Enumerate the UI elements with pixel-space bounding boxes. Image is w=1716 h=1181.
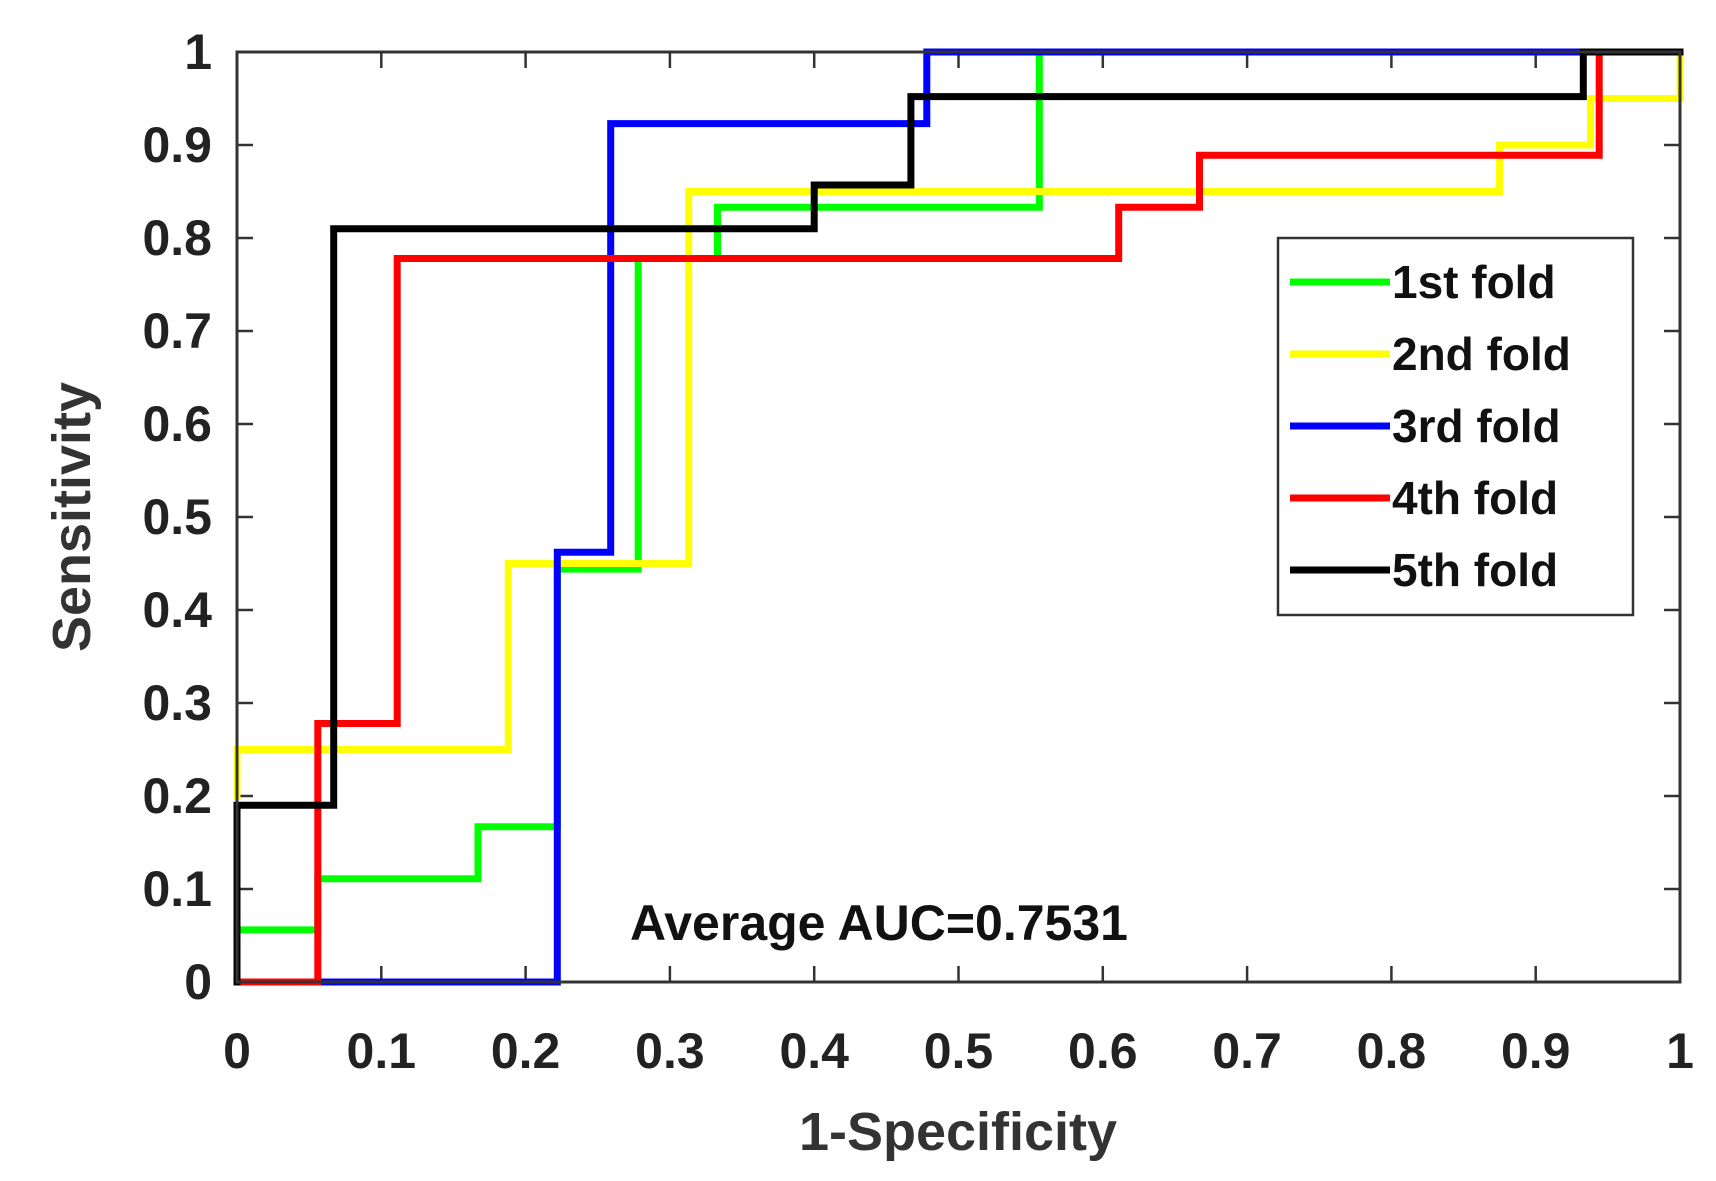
legend-label-1: 1st fold [1392, 256, 1556, 308]
x-tick-label: 0.1 [347, 1023, 417, 1079]
x-tick-label: 0.5 [924, 1023, 994, 1079]
legend-label-4: 4th fold [1392, 472, 1558, 524]
y-tick-label: 0.7 [142, 303, 212, 359]
plot-frame [235, 50, 1682, 984]
tick-labels: 0 0.1 0.2 0.3 0.4 0.5 0.6 0.7 0.8 0.9 1 0 0.1 0.2 0.3 0… [142, 24, 1693, 1079]
roc-curve-3 [233, 48, 1684, 986]
x-tick-label: 0.3 [635, 1023, 705, 1079]
y-tick-label: 0.2 [142, 768, 212, 824]
roc-curve-4 [233, 48, 1684, 986]
legend: 1st fold 2nd fold 3rd fold 4th fold 5th fold [1276, 236, 1635, 617]
roc-curve-5 [233, 48, 1684, 986]
roc-curve-2 [233, 48, 1684, 800]
y-tick-label: 0.4 [142, 582, 212, 638]
legend-label-3: 3rd fold [1392, 400, 1561, 452]
x-tick-label: 1 [1666, 1023, 1694, 1079]
roc-curves [233, 48, 1684, 986]
x-tick-label: 0.2 [491, 1023, 561, 1079]
y-tick-label: 0.5 [142, 489, 212, 545]
legend-label-2: 2nd fold [1392, 328, 1571, 380]
x-tick-label: 0.8 [1357, 1023, 1427, 1079]
x-tick-label: 0.4 [779, 1023, 849, 1079]
y-tick-label: 0.8 [142, 210, 212, 266]
x-tick-label: 0 [223, 1023, 251, 1079]
y-tick-label: 0.1 [142, 861, 212, 917]
y-axis-title: Sensitivity [42, 382, 102, 652]
x-axis-title: 1-Specificity [799, 1102, 1117, 1162]
x-tick-label: 0.6 [1068, 1023, 1138, 1079]
y-tick-label: 0.6 [142, 396, 212, 452]
legend-label-5: 5th fold [1392, 544, 1558, 596]
average-auc-annotation: Average AUC=0.7531 [630, 895, 1128, 951]
y-tick-label: 1 [184, 24, 212, 80]
y-tick-label: 0.9 [142, 117, 212, 173]
y-tick-label: 0 [184, 954, 212, 1010]
x-tick-label: 0.7 [1212, 1023, 1282, 1079]
x-tick-label: 0.9 [1501, 1023, 1571, 1079]
y-tick-label: 0.3 [142, 675, 212, 731]
